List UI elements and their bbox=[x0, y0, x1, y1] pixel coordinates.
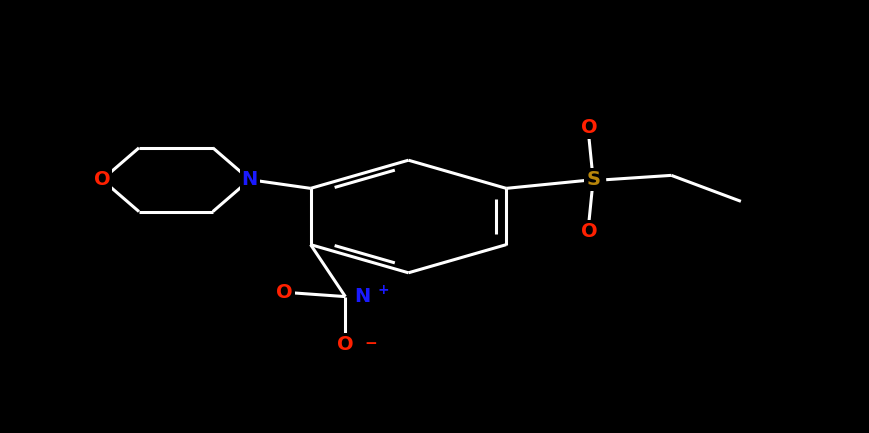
Text: +: + bbox=[377, 283, 389, 297]
Text: O: O bbox=[337, 335, 354, 354]
Text: O: O bbox=[94, 170, 110, 189]
Text: N: N bbox=[354, 287, 370, 306]
Text: O: O bbox=[580, 118, 597, 137]
Text: S: S bbox=[587, 170, 600, 189]
Text: O: O bbox=[276, 283, 293, 302]
Text: O: O bbox=[580, 222, 597, 241]
Text: −: − bbox=[364, 336, 377, 351]
Text: N: N bbox=[242, 170, 258, 189]
